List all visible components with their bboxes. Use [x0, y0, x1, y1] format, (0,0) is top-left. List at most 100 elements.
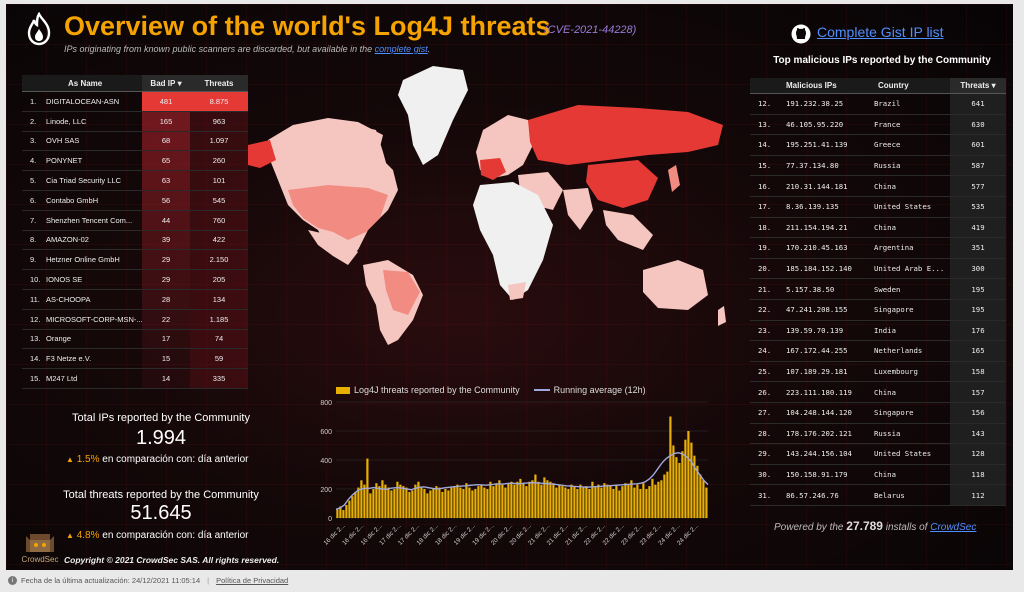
chart-bar[interactable] [459, 487, 462, 518]
chart-bar[interactable] [351, 496, 354, 518]
chart-bar[interactable] [567, 489, 570, 518]
ip-table-row[interactable]: 13. 46.105.95.220 France 630 [750, 114, 1006, 136]
ip-table-row[interactable]: 24. 167.172.44.255 Netherlands 165 [750, 341, 1006, 362]
chart-bar[interactable] [468, 487, 471, 518]
as-table-row[interactable]: 10. IONOS SE 29 205 [22, 270, 248, 290]
ip-table-row[interactable]: 25. 107.189.29.181 Luxembourg 158 [750, 361, 1006, 383]
ip-table-row[interactable]: 12. 191.232.38.25 Brazil 641 [750, 94, 1006, 115]
chart-bar[interactable] [495, 483, 498, 518]
as-table-row[interactable]: 4. PONYNET 65 260 [22, 151, 248, 172]
chart-bar[interactable] [642, 483, 645, 518]
chart-bar[interactable] [702, 480, 705, 518]
as-table-row[interactable]: 15. M247 Ltd 14 335 [22, 369, 248, 389]
chart-bar[interactable] [474, 489, 477, 518]
chart-bar[interactable] [450, 487, 453, 518]
chart-bar[interactable] [558, 484, 561, 518]
threats-header[interactable]: Threats [190, 75, 248, 91]
ip-table-row[interactable]: 21. 5.157.38.50 Sweden 195 [750, 279, 1006, 300]
chart-bar[interactable] [507, 483, 510, 518]
chart-bar[interactable] [528, 481, 531, 518]
chart-bar[interactable] [339, 506, 342, 518]
chart-bar[interactable] [657, 481, 660, 518]
chart-bar[interactable] [519, 478, 522, 518]
as-table-row[interactable]: 11. AS-CHOOPA 28 134 [22, 289, 248, 310]
chart-bar[interactable] [369, 493, 372, 518]
ip-table-row[interactable]: 29. 143.244.156.104 United States 128 [750, 444, 1006, 465]
chart-bar[interactable] [381, 480, 384, 518]
chart-bar[interactable] [663, 474, 666, 519]
bad-ip-header[interactable]: Bad IP ▾ [142, 75, 190, 91]
chart-bar[interactable] [345, 504, 348, 518]
chart-bar[interactable] [684, 439, 687, 518]
chart-bar[interactable] [621, 486, 624, 518]
as-table-row[interactable]: 8. AMAZON-02 39 422 [22, 230, 248, 251]
ip-table-row[interactable]: 17. 8.36.139.135 United States 535 [750, 196, 1006, 218]
chart-bar[interactable] [645, 489, 648, 518]
chart-bar[interactable] [477, 486, 480, 518]
as-table-row[interactable]: 1. DIGITALOCEAN-ASN 481 8.875 [22, 92, 248, 112]
chart-bar[interactable] [384, 484, 387, 518]
malicious-ips-header[interactable]: Malicious IPs [786, 81, 837, 90]
chart-bar[interactable] [573, 486, 576, 518]
chart-bar[interactable] [402, 486, 405, 518]
chart-bar[interactable] [669, 416, 672, 519]
chart-bar[interactable] [354, 491, 357, 518]
chart-bar[interactable] [447, 490, 450, 518]
chart-bar[interactable] [360, 480, 363, 518]
chart-bar[interactable] [393, 489, 396, 518]
chart-bar[interactable] [603, 483, 606, 518]
chart-bar[interactable] [618, 490, 621, 518]
chart-bar[interactable] [588, 489, 591, 518]
chart-bar[interactable] [435, 486, 438, 518]
chart-bar[interactable] [630, 480, 633, 518]
chart-bar[interactable] [534, 474, 537, 519]
complete-gist-ip-list-link[interactable]: Complete Gist IP list [817, 24, 944, 40]
chart-bar[interactable] [531, 480, 534, 518]
chart-bar[interactable] [420, 487, 423, 518]
as-table-row[interactable]: 14. F3 Netze e.V. 15 59 [22, 349, 248, 370]
ip-table-row[interactable]: 30. 150.158.91.179 China 118 [750, 464, 1006, 486]
chart-bar[interactable] [444, 489, 447, 518]
chart-bar[interactable] [543, 477, 546, 518]
as-table-row[interactable]: 2. Linode, LLC 165 963 [22, 111, 248, 132]
privacy-policy-link[interactable]: Política de Privacidad [216, 576, 289, 585]
chart-bar[interactable] [624, 483, 627, 518]
chart-bar[interactable] [693, 455, 696, 518]
chart-bar[interactable] [396, 481, 399, 518]
github-icon[interactable] [791, 24, 811, 44]
chart-bar[interactable] [504, 487, 507, 518]
chart-bar[interactable] [342, 510, 345, 518]
chart-bar[interactable] [387, 487, 390, 518]
chart-bar[interactable] [597, 484, 600, 518]
ip-table-row[interactable]: 18. 211.154.194.21 China 419 [750, 217, 1006, 239]
as-table-row[interactable]: 13. Orange 17 74 [22, 329, 248, 350]
ip-table-row[interactable]: 15. 77.37.134.80 Russia 587 [750, 155, 1006, 177]
chart-bar[interactable] [612, 489, 615, 518]
chart-bar[interactable] [453, 486, 456, 518]
chart-bar[interactable] [522, 483, 525, 518]
ip-table-row[interactable]: 26. 223.111.180.119 China 157 [750, 382, 1006, 403]
chart-bar[interactable] [687, 431, 690, 518]
chart-bar[interactable] [441, 491, 444, 518]
chart-bar[interactable] [627, 484, 630, 518]
chart-bar[interactable] [336, 509, 339, 518]
chart-bar[interactable] [579, 484, 582, 518]
chart-bar[interactable] [465, 483, 468, 518]
chart-bar[interactable] [408, 491, 411, 518]
chart-bar[interactable] [660, 480, 663, 518]
chart-bar[interactable] [615, 484, 618, 518]
chart-bar[interactable] [510, 481, 513, 518]
chart-bar[interactable] [681, 451, 684, 518]
ip-table-row[interactable]: 28. 178.176.202.121 Russia 143 [750, 423, 1006, 445]
chart-bar[interactable] [705, 487, 708, 518]
chart-bar[interactable] [591, 481, 594, 518]
chart-bar[interactable] [483, 487, 486, 518]
chart-bar[interactable] [690, 442, 693, 518]
chart-bar[interactable] [639, 489, 642, 518]
chart-bar[interactable] [411, 490, 414, 518]
chart-bar[interactable] [675, 457, 678, 518]
chart-bar[interactable] [501, 484, 504, 518]
chart-bar[interactable] [486, 489, 489, 518]
chart-bar[interactable] [375, 483, 378, 518]
crowdsec-link[interactable]: CrowdSec [930, 522, 977, 533]
